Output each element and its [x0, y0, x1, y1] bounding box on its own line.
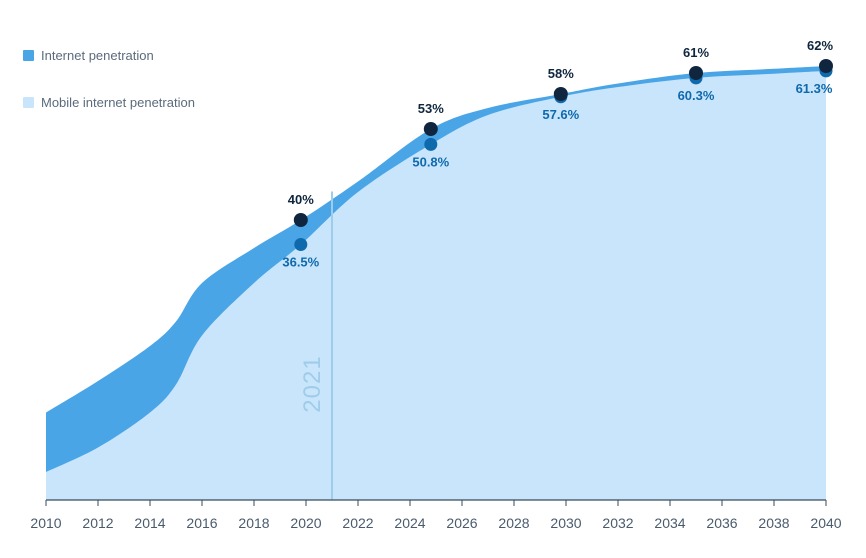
- legend-label-mobile-internet-penetration: Mobile internet penetration: [41, 94, 195, 110]
- x-tick-label-2028: 2028: [498, 515, 529, 531]
- x-tick-label-2020: 2020: [290, 515, 321, 531]
- internet-value-label: 58%: [548, 66, 574, 81]
- annotation-layer: 2021: [299, 191, 333, 500]
- x-axis: 2010 2012 2014 2016 2018 2020 2022 2024 2026 2028…: [30, 499, 842, 531]
- x-tick-label-2038: 2038: [758, 515, 789, 531]
- legend-label-internet-penetration: Internet penetration: [41, 47, 154, 63]
- marker-layer: 36.5% 50.8% 57.6% 60.3% 61.3% 40% 53% 58% 61% 62%: [282, 38, 833, 270]
- internet-value-label: 61%: [683, 45, 709, 60]
- annotation-label-2021: 2021: [299, 355, 326, 412]
- x-tick-label-2026: 2026: [446, 515, 477, 531]
- x-tick-label-2012: 2012: [82, 515, 113, 531]
- legend-swatch-mobile-internet-penetration: [23, 96, 34, 108]
- x-tick-label-2010: 2010: [30, 515, 61, 531]
- internet-marker: [553, 87, 568, 101]
- legend-item-mobile-internet-penetration: Mobile internet penetration: [23, 91, 195, 113]
- internet-marker: [293, 213, 308, 227]
- x-tick-label-2034: 2034: [654, 515, 685, 531]
- x-tick-label-2014: 2014: [134, 515, 165, 531]
- area-layer: [46, 66, 826, 501]
- mobile-internet-penetration-area: [46, 70, 826, 501]
- internet-marker: [689, 66, 703, 80]
- mobile-internet-value-label: 36.5%: [282, 255, 319, 270]
- internet-marker: [819, 59, 833, 73]
- x-tick-label-2032: 2032: [602, 515, 633, 531]
- mobile-internet-value-label: 57.6%: [542, 107, 579, 122]
- mobile-internet-marker: [294, 238, 308, 251]
- internet-marker: [423, 122, 438, 136]
- mobile-internet-value-label: 61.3%: [796, 81, 833, 96]
- x-tick-label-2016: 2016: [186, 515, 217, 531]
- x-tick-label-2030: 2030: [550, 515, 581, 531]
- mobile-internet-marker: [424, 137, 438, 151]
- internet-value-label: 53%: [418, 101, 444, 116]
- x-tick-label-2024: 2024: [394, 515, 425, 531]
- x-tick-label-2036: 2036: [706, 515, 737, 531]
- legend: Internet penetration Mobile internet pen…: [23, 44, 195, 113]
- internet-value-label: 40%: [288, 192, 314, 207]
- x-tick-label-2022: 2022: [342, 515, 373, 531]
- x-tick-label-2018: 2018: [238, 515, 269, 531]
- internet-value-label: 62%: [807, 38, 833, 53]
- x-tick-label-2040: 2040: [810, 515, 841, 531]
- mobile-internet-value-label: 60.3%: [678, 88, 715, 103]
- mobile-internet-value-label: 50.8%: [412, 154, 449, 169]
- legend-item-internet-penetration: Internet penetration: [23, 44, 195, 66]
- legend-swatch-internet-penetration: [23, 49, 34, 61]
